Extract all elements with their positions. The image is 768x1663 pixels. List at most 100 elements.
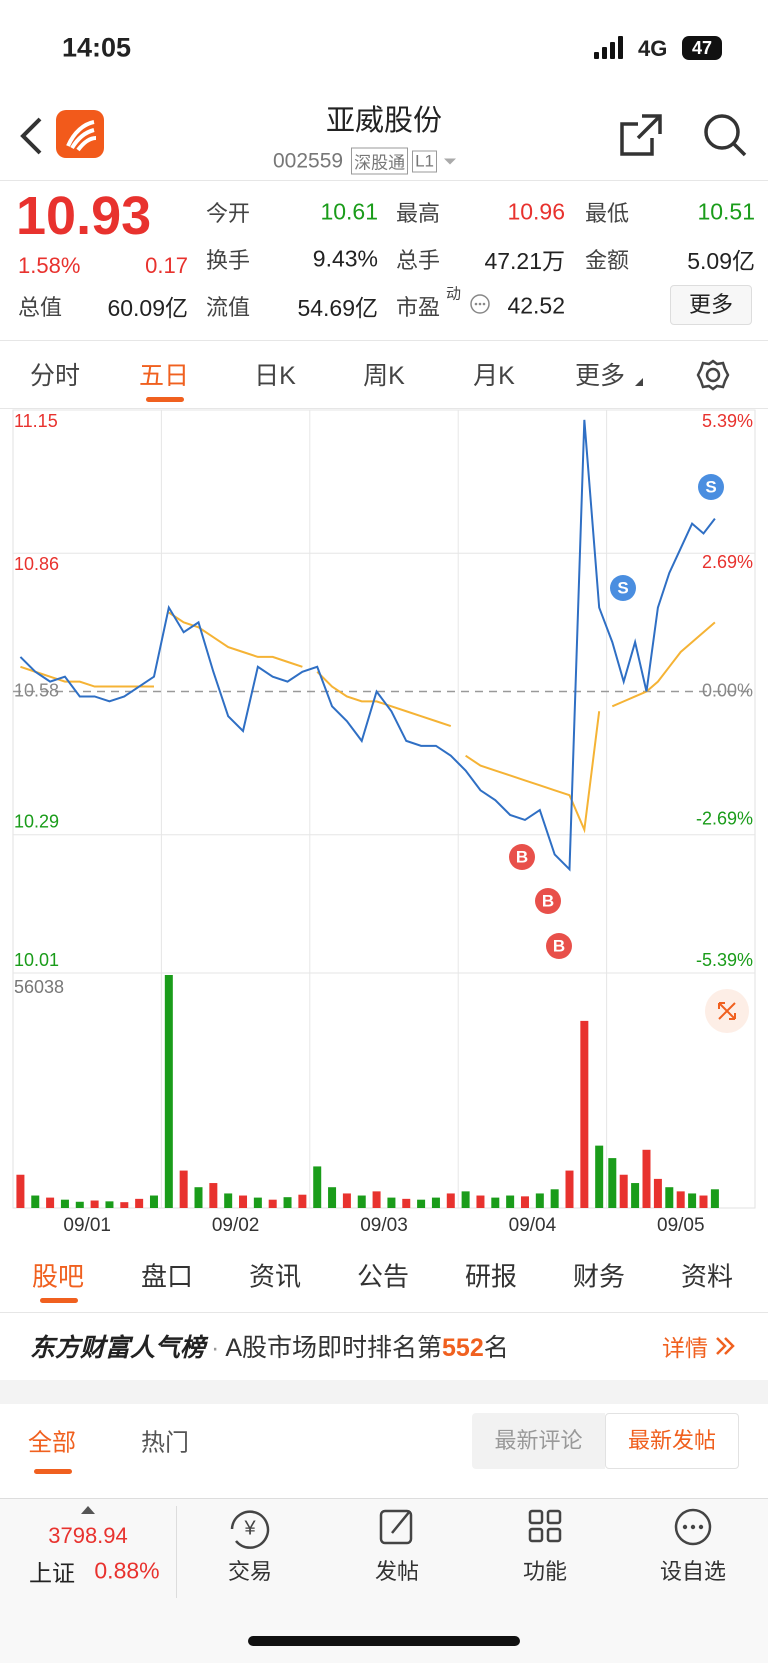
feed-tab[interactable]: 热门 — [141, 1429, 189, 1457]
back-button[interactable] — [18, 116, 44, 156]
action-icons: ¥ — [230, 1508, 712, 1549]
section-tab[interactable]: 盘口 — [140, 1261, 194, 1292]
volume-bar — [476, 1195, 485, 1208]
field-value: 10.96 — [507, 198, 565, 225]
dropdown-arrow — [635, 378, 643, 386]
volume-bar — [619, 1174, 628, 1208]
volume-bar — [580, 1020, 589, 1208]
y-tick-label: 56038 — [14, 977, 64, 997]
index-value[interactable]: 3798.94 — [48, 1523, 128, 1548]
period-tab[interactable]: 五日 — [138, 362, 190, 390]
period-tab[interactable]: 更多 — [574, 362, 626, 390]
section-tab[interactable]: 公告 — [356, 1261, 410, 1292]
volume-bar — [31, 1195, 40, 1208]
up-arrow — [81, 1506, 95, 1514]
settings-button[interactable] — [696, 358, 730, 392]
volume-bar — [209, 1183, 218, 1208]
field-label: 总值 — [18, 295, 63, 320]
rank-text: A股市场即时排名第 — [225, 1334, 443, 1362]
volume-bar — [417, 1199, 426, 1208]
expand-icon — [718, 1002, 736, 1020]
period-tab[interactable]: 月K — [473, 362, 515, 390]
separator — [176, 1506, 177, 1598]
status-time: 14:05 — [62, 32, 132, 63]
volume-bar — [535, 1193, 544, 1208]
volume-bar — [688, 1193, 697, 1208]
x-tick-label: 09/03 — [360, 1215, 408, 1236]
section-tab[interactable]: 股吧 — [31, 1261, 85, 1292]
section-tab[interactable]: 财务 — [572, 1261, 626, 1292]
action-button[interactable]: 功能 — [522, 1559, 568, 1584]
period-tab[interactable]: 周K — [363, 362, 405, 390]
trade-marker-label: B — [542, 891, 554, 910]
volume-bar — [179, 1170, 188, 1208]
volume-bar — [224, 1193, 233, 1208]
field-value: 60.09亿 — [107, 295, 188, 321]
section-tab[interactable]: 资料 — [680, 1261, 734, 1292]
change-percent: 1.58% — [18, 253, 81, 278]
svg-text:¥: ¥ — [243, 1517, 256, 1539]
volume-bar — [135, 1198, 144, 1208]
period-tab[interactable]: 分时 — [29, 362, 81, 390]
average-line — [611, 621, 716, 708]
y-tick-label: 10.58 — [14, 680, 59, 700]
volume-bar — [328, 1187, 337, 1208]
average-line — [316, 671, 452, 728]
volume-bar — [491, 1197, 500, 1208]
signal-icon — [594, 36, 623, 59]
app-logo — [56, 110, 104, 158]
average-line — [20, 665, 154, 688]
trade-marker-label: B — [516, 847, 528, 866]
badge: L1 — [412, 150, 437, 172]
y-tick-label: 10.29 — [14, 811, 59, 831]
chart-frame — [12, 409, 756, 1209]
trade-marker — [610, 575, 636, 601]
field-value: 42.52 — [507, 292, 565, 319]
detail-link[interactable]: 详情 — [662, 1335, 708, 1361]
volume-bar — [357, 1195, 366, 1208]
volume-bar — [387, 1197, 396, 1208]
volume-bar — [642, 1149, 651, 1208]
share-button[interactable] — [618, 112, 664, 158]
field-value: 5.09亿 — [687, 248, 755, 274]
rank-suffix: 名 — [483, 1334, 509, 1362]
trade-marker-label: B — [553, 936, 565, 955]
volume-bar — [194, 1187, 203, 1208]
index-change: 0.88% — [94, 1557, 160, 1584]
volume-bar — [253, 1197, 262, 1208]
action-button[interactable]: 设自选 — [659, 1559, 727, 1584]
tab-underline — [146, 397, 184, 402]
sort-button[interactable]: 最新发帖 — [605, 1413, 739, 1469]
volume-bar — [298, 1194, 307, 1208]
volume-bar — [431, 1197, 440, 1208]
volume-bar — [372, 1191, 381, 1208]
trade-marker — [535, 888, 561, 914]
y2-tick-label: -5.39% — [696, 950, 753, 970]
section-tab[interactable]: 研报 — [464, 1261, 518, 1292]
action-button[interactable]: 交易 — [227, 1559, 273, 1584]
action-button[interactable]: 发帖 — [374, 1559, 420, 1584]
section-tab[interactable]: 资讯 — [248, 1261, 302, 1292]
x-tick-label: 09/05 — [657, 1215, 705, 1236]
field-label: 今开 — [206, 201, 251, 226]
search-button[interactable] — [702, 112, 748, 158]
field-value: 10.61 — [320, 198, 378, 225]
dropdown-arrow[interactable] — [441, 156, 459, 166]
feed-tab[interactable]: 全部 — [28, 1429, 76, 1457]
average-line — [465, 711, 601, 834]
info-icon[interactable] — [469, 293, 491, 315]
volume-bar — [313, 1166, 322, 1208]
volume-bar — [710, 1189, 719, 1208]
y2-tick-label: 5.39% — [702, 411, 753, 431]
spacer — [0, 1380, 768, 1404]
y2-tick-label: 2.69% — [702, 552, 753, 572]
period-tab[interactable]: 日K — [254, 362, 296, 390]
more-button[interactable]: 更多 — [670, 285, 752, 325]
field-label: 换手 — [206, 248, 251, 273]
stock-subline: 002559 深股通 L1 — [273, 147, 459, 175]
sort-button[interactable]: 最新评论 — [472, 1413, 605, 1469]
volume-bar — [149, 1195, 158, 1208]
volume-bar — [595, 1145, 604, 1208]
